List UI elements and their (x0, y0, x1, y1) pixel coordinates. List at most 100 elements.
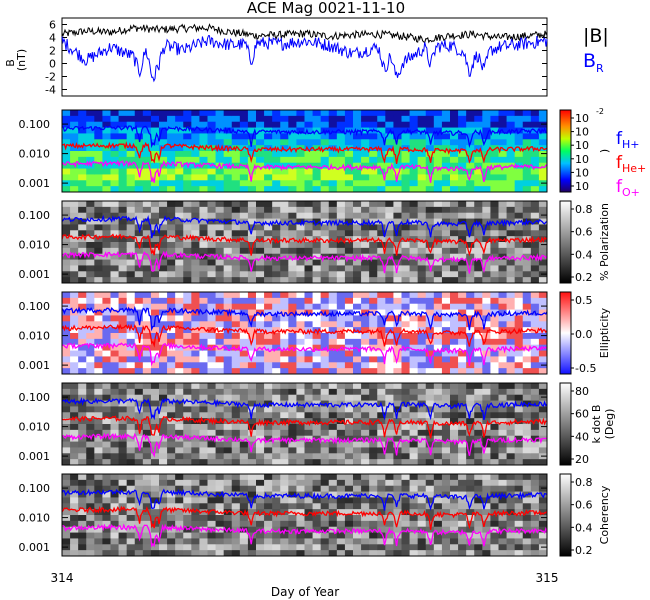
heatmap-cell (369, 544, 378, 551)
heatmap-cell (110, 503, 119, 510)
heatmap-cell (78, 168, 87, 175)
heatmap-cell (490, 447, 499, 454)
heatmap-cell (506, 497, 516, 504)
heatmap-cell (490, 412, 499, 419)
heatmap-cell (417, 303, 427, 310)
heatmap-cell (247, 344, 257, 351)
heatmap-cell (183, 338, 192, 346)
heatmap-cell (78, 394, 87, 401)
heatmap-cell (239, 538, 249, 545)
heatmap-cell (344, 121, 354, 128)
heatmap-cell (296, 338, 305, 346)
bfield-y-tick-label: 4 (49, 32, 56, 45)
heatmap-cell (62, 110, 71, 117)
heatmap-cell (498, 333, 507, 340)
heatmap-cell (530, 174, 540, 181)
heatmap-cell (272, 277, 281, 284)
heatmap-cell (110, 315, 119, 322)
heatmap-cell (150, 388, 160, 396)
heatmap-cell (409, 453, 419, 460)
heatmap-cell (175, 344, 184, 351)
heatmap-cell (102, 151, 111, 158)
heatmap-cell (159, 344, 168, 351)
heatmap-cell (272, 485, 281, 492)
heatmap-cell (361, 383, 370, 390)
heatmap-cell (239, 115, 249, 123)
heatmap-cell (118, 242, 128, 249)
heatmap-cell (78, 503, 87, 510)
bfield-y-tick-label: -4 (45, 84, 56, 97)
heatmap-cell (409, 151, 419, 158)
heatmap-cell (256, 265, 265, 272)
heatmap-cell (458, 544, 467, 551)
heatmap-cell (409, 532, 419, 539)
heatmap-cell (538, 186, 548, 193)
heatmap-cell (247, 236, 257, 243)
heatmap-cell (167, 368, 176, 375)
heatmap-cell (191, 412, 200, 419)
colorbar-tick-label: 0.5 (575, 294, 593, 307)
heatmap-cell (514, 550, 524, 557)
heatmap-cell (256, 309, 265, 316)
heatmap-cell (474, 259, 483, 266)
heatmap-cell (474, 515, 483, 522)
heatmap-cell (385, 453, 394, 460)
heatmap-cell (70, 515, 79, 522)
heatmap-cell (490, 206, 499, 214)
heatmap-cell (312, 201, 322, 208)
heatmap-cell (417, 406, 427, 413)
heatmap-cell (506, 356, 516, 363)
heatmap-cell (474, 356, 483, 363)
heatmap-cell (134, 362, 144, 369)
heatmap-cell (304, 168, 313, 175)
heatmap-cell (417, 424, 427, 431)
heatmap-cell (102, 180, 111, 187)
heatmap-cell (207, 303, 216, 310)
heatmap-cell (142, 309, 152, 316)
heatmap-cell (62, 115, 71, 123)
heatmap-cell (183, 168, 192, 175)
heatmap-cell (482, 115, 491, 123)
heatmap-cell (239, 127, 249, 134)
heatmap-cell (167, 265, 176, 272)
heatmap-cell (328, 180, 338, 187)
heatmap-cell (94, 394, 103, 401)
heatmap-cell (150, 271, 160, 278)
heatmap-cell (272, 139, 281, 146)
heatmap-cell (498, 247, 507, 255)
heatmap-cell (78, 491, 87, 498)
heatmap-cell (159, 474, 168, 481)
heatmap-cell (401, 110, 410, 117)
heatmap-cell (296, 168, 305, 175)
heatmap-cell (199, 259, 208, 266)
heatmap-cell (353, 121, 362, 128)
heatmap-cell (393, 491, 402, 498)
heatmap-cell (498, 394, 507, 401)
heatmap-cell (247, 424, 257, 431)
heatmap-cell (490, 186, 499, 193)
freq-tick-label: 0.100 (19, 300, 51, 313)
heatmap-cell (369, 441, 378, 448)
heatmap-cell (433, 474, 443, 481)
heatmap-cell (328, 544, 338, 551)
heatmap-cell (328, 356, 338, 363)
heatmap-cell (498, 441, 507, 448)
heatmap-cell (280, 224, 289, 231)
heatmap-cell (417, 509, 427, 516)
heatmap-cell (441, 394, 451, 401)
heatmap-cell (474, 368, 483, 375)
heatmap-cell (239, 247, 249, 255)
heatmap-cell (62, 259, 71, 266)
heatmap-cell (288, 271, 297, 278)
heatmap-cell (441, 224, 451, 231)
heatmap-cell (433, 435, 443, 442)
heatmap-cell (264, 544, 273, 551)
heatmap-cell (264, 447, 273, 454)
heatmap-cell (264, 344, 273, 351)
freq-tick-label: 0.001 (19, 541, 51, 554)
heatmap-cell (417, 186, 427, 193)
heatmap-cell (150, 265, 160, 272)
heatmap-cell (78, 550, 87, 557)
heatmap-cell (231, 292, 241, 299)
heatmap-cell (530, 186, 540, 193)
